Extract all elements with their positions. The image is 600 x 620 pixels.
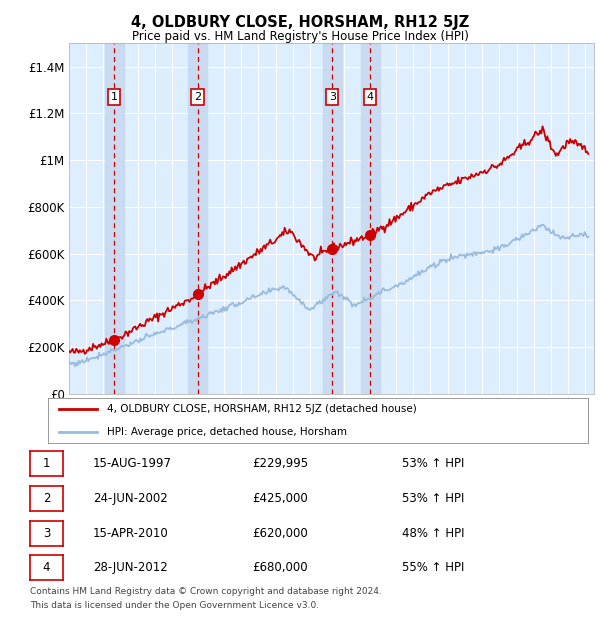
Text: £425,000: £425,000 [252, 492, 308, 505]
Text: 4, OLDBURY CLOSE, HORSHAM, RH12 5JZ (detached house): 4, OLDBURY CLOSE, HORSHAM, RH12 5JZ (det… [107, 404, 417, 414]
Bar [104, 43, 124, 394]
Text: 15-APR-2010: 15-APR-2010 [93, 527, 169, 539]
Text: 53% ↑ HPI: 53% ↑ HPI [402, 458, 464, 470]
Text: Contains HM Land Registry data © Crown copyright and database right 2024.: Contains HM Land Registry data © Crown c… [30, 587, 382, 596]
Bar [361, 43, 380, 394]
Text: 2: 2 [194, 92, 202, 102]
Text: £680,000: £680,000 [252, 562, 308, 574]
Text: This data is licensed under the Open Government Licence v3.0.: This data is licensed under the Open Gov… [30, 601, 319, 610]
Text: 4: 4 [43, 562, 50, 574]
Text: 28-JUN-2012: 28-JUN-2012 [93, 562, 168, 574]
Text: 2: 2 [43, 492, 50, 505]
Text: 4, OLDBURY CLOSE, HORSHAM, RH12 5JZ: 4, OLDBURY CLOSE, HORSHAM, RH12 5JZ [131, 16, 469, 30]
Text: 3: 3 [329, 92, 335, 102]
Text: 1: 1 [110, 92, 118, 102]
Text: 53% ↑ HPI: 53% ↑ HPI [402, 492, 464, 505]
Text: HPI: Average price, detached house, Horsham: HPI: Average price, detached house, Hors… [107, 427, 347, 437]
Text: 4: 4 [367, 92, 374, 102]
Text: 15-AUG-1997: 15-AUG-1997 [93, 458, 172, 470]
Text: £229,995: £229,995 [252, 458, 308, 470]
Text: 55% ↑ HPI: 55% ↑ HPI [402, 562, 464, 574]
Text: 3: 3 [43, 527, 50, 539]
Text: 48% ↑ HPI: 48% ↑ HPI [402, 527, 464, 539]
Bar [188, 43, 207, 394]
Text: Price paid vs. HM Land Registry's House Price Index (HPI): Price paid vs. HM Land Registry's House … [131, 30, 469, 43]
Text: 24-JUN-2002: 24-JUN-2002 [93, 492, 168, 505]
Bar [323, 43, 341, 394]
Text: 1: 1 [43, 458, 50, 470]
Text: £620,000: £620,000 [252, 527, 308, 539]
